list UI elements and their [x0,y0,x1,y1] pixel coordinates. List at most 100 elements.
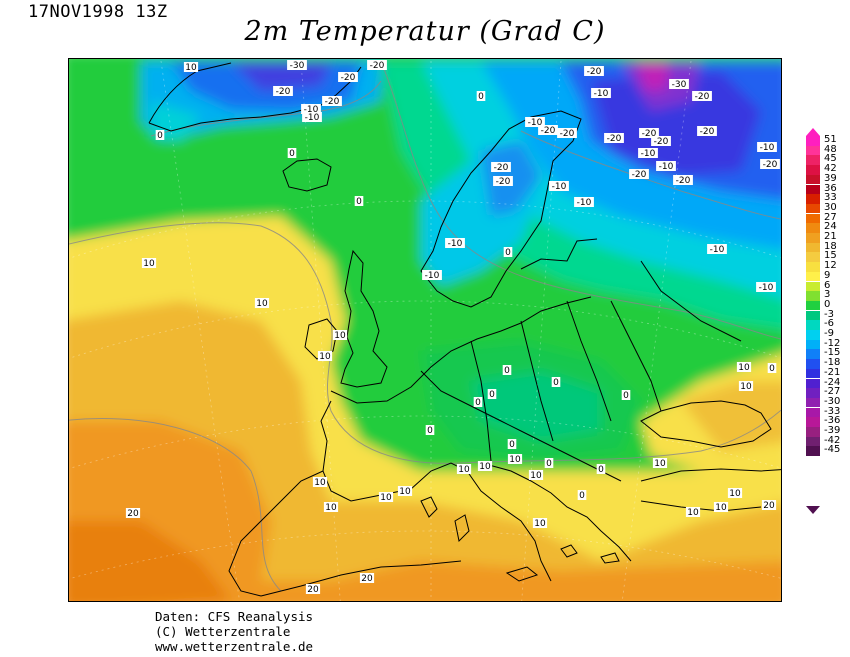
legend-color-swatch [806,271,820,282]
legend-level-label: 24 [824,221,837,233]
legend-color-swatch [806,184,820,195]
contour-label: -10 [710,245,725,255]
legend-color-swatch [806,339,820,350]
contour-label-box [629,169,649,179]
legend-color-swatch [806,397,820,408]
legend-color-swatch [806,203,820,214]
contour-label-box [767,363,777,373]
legend-level-label: -24 [824,376,841,388]
contour-label-box [287,148,297,158]
contour-label-box [760,159,780,169]
contour-label: -30 [290,61,305,71]
legend-level-label: -6 [824,318,834,330]
coastlines [148,62,781,597]
contour-label: -10 [528,118,543,128]
contour-label: -20 [496,177,511,187]
legend-level-label: -21 [824,366,841,378]
legend-level-label: -15 [824,347,841,359]
map-title: 2m Temperatur (Grad C) [244,16,606,47]
contour-label-box [525,117,545,127]
legend-level-label: 6 [824,279,831,291]
legend-color-swatch [806,242,820,253]
contour-label: 10 [458,465,470,475]
legend-level-label: 39 [824,172,837,184]
contour-label-box [456,464,472,474]
contour-label: 10 [319,352,331,362]
contour-label: -10 [425,271,440,281]
contour-label: 10 [534,519,546,529]
date-time-label: 17NOV1998 13Z [28,2,168,22]
contour-label-box [621,390,631,400]
contour-label-box [557,128,577,138]
legend-color-swatch [806,417,820,427]
contour-label-box [473,397,483,407]
legend-color-swatch [806,378,820,389]
contour-label-box [487,389,497,399]
contour-label: 10 [715,503,727,513]
contour-label-box [301,104,321,114]
contour-label: 10 [185,63,197,73]
contour-label: -20 [494,163,509,173]
contour-label: 0 [505,248,511,258]
legend-color-swatch [806,213,820,224]
contour-label-box [584,66,604,76]
contour-label: -20 [587,67,602,77]
contour-label: 10 [334,331,346,341]
contour-label-box [656,161,676,171]
legend-level-label: -27 [824,386,841,398]
contour-label: 10 [738,363,750,373]
contour-label-box [338,72,358,82]
legend-level-label: 15 [824,250,837,262]
legend-level-label: -3 [824,308,834,320]
contour-label: 0 [546,459,552,469]
contour-label-box [507,454,523,464]
contour-label-box [507,439,517,449]
contour-label-box [596,464,606,474]
contour-label-box [532,518,548,528]
contour-label: -30 [672,80,687,90]
contour-label: -10 [760,143,775,153]
contour-label-box [378,492,394,502]
contour-label-box [422,270,442,280]
credits-website: www.wetterzentrale.de [155,639,314,654]
contour-label-box [491,162,511,172]
contour-label: 10 [509,455,521,465]
contour-label: -20 [325,97,340,107]
contour-label: 10 [380,493,392,503]
credits-copyright: (C) Wetterzentrale [155,624,291,639]
legend-level-label: 9 [824,269,831,281]
contour-label-box [254,298,270,308]
contour-label: -10 [659,162,674,172]
legend-color-swatch [806,427,820,437]
contour-label-box [713,502,729,512]
contour-label-box [359,573,375,583]
contour-label-box [317,351,333,361]
contour-label-box [639,128,659,138]
legend-color-swatch [806,310,820,321]
legend-level-label: 21 [824,231,837,242]
legend-arrow-top-icon [806,128,820,136]
contour-label: -20 [642,129,657,139]
legend-level-label: -36 [824,415,841,427]
contour-label: 10 [530,471,542,481]
contour-label-box [477,461,493,471]
contour-label-box [736,362,752,372]
legend-color-swatch [806,300,820,311]
contour-label-box [756,282,776,292]
legend-level-label: -12 [824,337,841,349]
legend-level-label: 51 [824,134,837,145]
legend-level-label: 12 [824,260,837,272]
contour-label-box [332,330,348,340]
contour-label: -20 [700,127,715,137]
contour-label-box [591,88,611,98]
contour-label-box [549,181,569,191]
contour-label: -10 [305,113,320,123]
legend-color-swatch [806,320,820,330]
contour-label: -20 [541,126,556,136]
contour-label-box [397,486,413,496]
contour-label-box [669,79,689,89]
legend-level-label: -9 [824,328,834,339]
legend-color-swatch [806,174,820,185]
contour-label-box [141,258,157,268]
